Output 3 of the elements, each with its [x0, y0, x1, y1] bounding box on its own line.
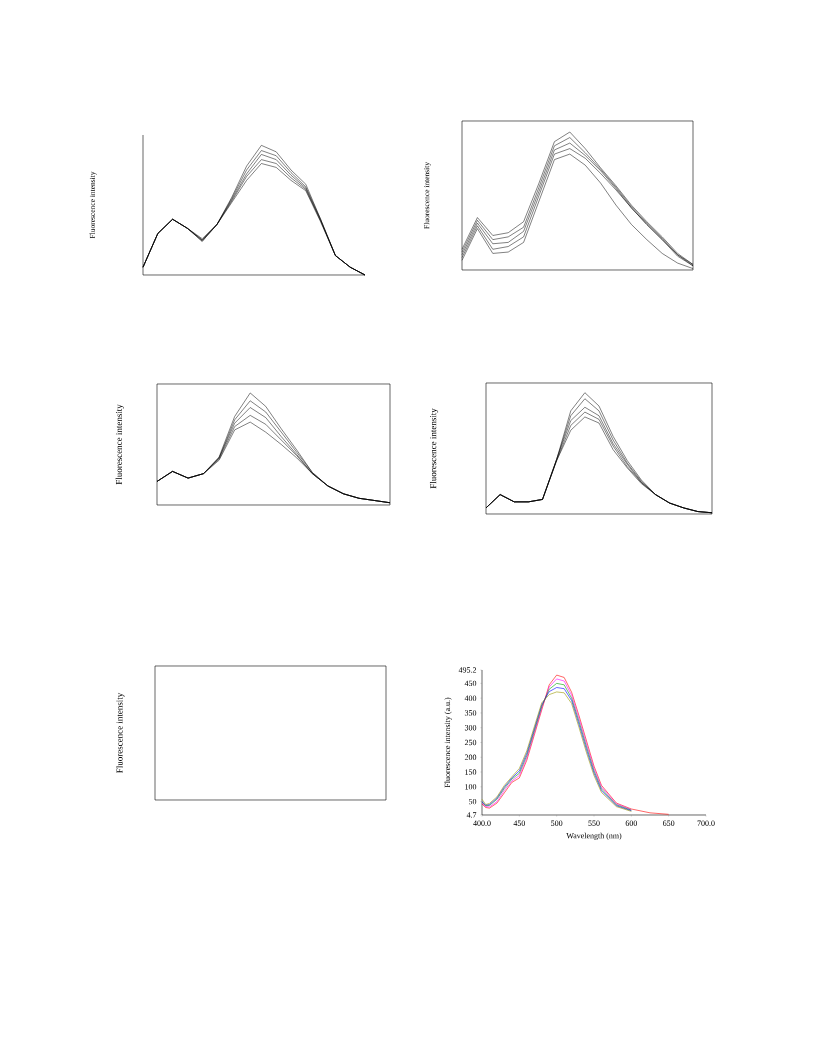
y-axis-title: Fluorescence intensity [115, 404, 124, 485]
y-axis-title: Fluorescence intensity [429, 408, 439, 489]
text: Fluorescence intensity [116, 692, 125, 773]
